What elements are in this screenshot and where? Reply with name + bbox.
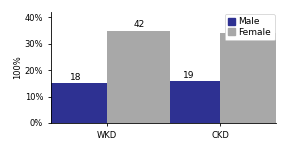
- Text: 19: 19: [183, 71, 194, 80]
- Y-axis label: 100%: 100%: [13, 56, 22, 79]
- Text: 18: 18: [70, 73, 81, 82]
- Bar: [107, 30, 170, 123]
- Text: 42: 42: [133, 20, 144, 29]
- Text: 41: 41: [246, 23, 257, 32]
- Legend: Male, Female: Male, Female: [225, 14, 275, 40]
- Bar: [44, 83, 107, 123]
- Bar: [220, 33, 282, 123]
- Bar: [157, 81, 220, 123]
